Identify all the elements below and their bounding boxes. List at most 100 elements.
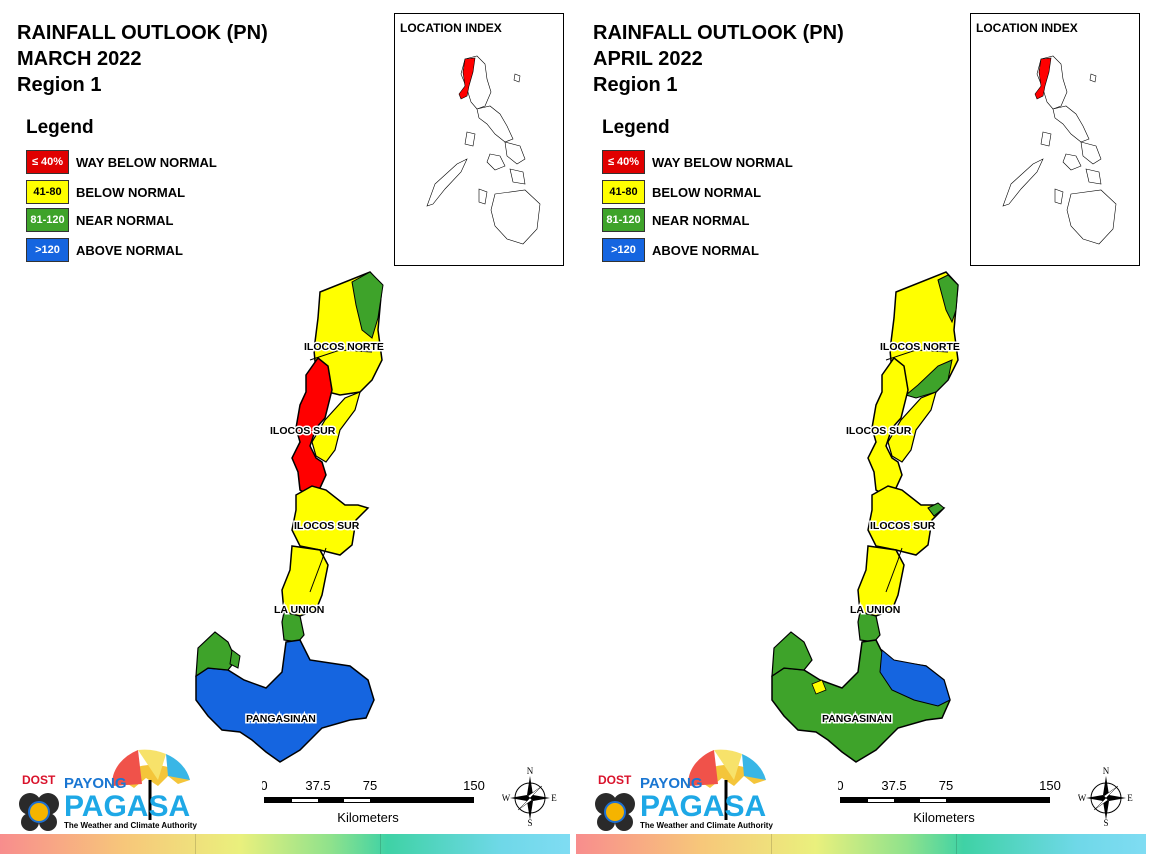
- legend-swatch: 41-80: [26, 180, 69, 204]
- inset-title: LOCATION INDEX: [976, 21, 1078, 35]
- legend-label: ABOVE NORMAL: [652, 243, 759, 258]
- ilocos-sur-south-region: [291, 485, 370, 556]
- compass-rose-icon: N S E W: [502, 766, 557, 828]
- title-line-1: RAINFALL OUTLOOK (PN): [593, 22, 844, 44]
- payong-pagasa-logo: DOST PAYONG PAGASA The Weather and Clima…: [595, 749, 773, 831]
- umbrella-panel-icon: [138, 749, 166, 780]
- legend-swatch: 81-120: [602, 208, 645, 232]
- province-label-ilocos-norte: ILOCOS NORTE: [880, 341, 960, 353]
- location-index-inset: LOCATION INDEX: [394, 13, 564, 266]
- hundred-islands-region: [229, 649, 241, 669]
- scale-bar: 0 37.5 75 150 Kilometers: [838, 778, 1061, 825]
- legend-title: Legend: [26, 117, 94, 138]
- la-union-north-region: [281, 545, 329, 617]
- province-label-la-union: LA UNION: [274, 604, 324, 616]
- title-line-3: Region 1: [593, 74, 678, 96]
- ilocos-sur-east-region: [887, 390, 937, 463]
- legend-label: BELOW NORMAL: [652, 185, 762, 200]
- ilocos-sur-east-region: [311, 390, 361, 463]
- logo-dost-text: DOST: [598, 773, 632, 787]
- province-label-ilocos-sur: ILOCOS SUR: [870, 520, 936, 532]
- footer-gradient-bar: [576, 834, 1146, 854]
- ne-strip-region: [937, 274, 959, 324]
- logo-tagline-text: The Weather and Climate Authority: [640, 821, 773, 830]
- compass-w: W: [502, 793, 511, 803]
- scale-tick-label: 150: [463, 778, 485, 793]
- legend-label: BELOW NORMAL: [76, 185, 186, 200]
- legend-label: NEAR NORMAL: [652, 213, 750, 228]
- province-label-pangasinan: PANGASINAN: [822, 713, 892, 725]
- footer-gradient-bar: [0, 834, 570, 854]
- title-line-2: APRIL 2022: [593, 48, 703, 70]
- legend-swatch: >120: [602, 238, 645, 262]
- legend-swatch: 81-120: [26, 208, 69, 232]
- scale-tick-label: 150: [1039, 778, 1061, 793]
- legend-label: WAY BELOW NORMAL: [652, 155, 793, 170]
- region1-rainfall-map: ILOCOS NORTE ILOCOS SUR ILOCOS SUR LA UN…: [771, 271, 961, 763]
- pangasinan-west-region: [195, 631, 237, 678]
- umbrella-panel-icon: [742, 754, 766, 780]
- scale-bar: 0 37.5 75 150 Kilometers: [262, 778, 485, 825]
- la-union-south-region: [857, 611, 881, 643]
- legend-title: Legend: [602, 117, 670, 138]
- ilocos-sur-south-region: [867, 485, 946, 556]
- umbrella-panel-icon: [111, 750, 142, 786]
- ne-strip-region: [351, 271, 384, 339]
- title-line-2: MARCH 2022: [17, 48, 142, 70]
- legend-label: WAY BELOW NORMAL: [76, 155, 217, 170]
- scale-tick-label: 37.5: [305, 778, 330, 793]
- compass-e: E: [1127, 793, 1133, 803]
- logo-pagasa-text: PAGASA: [64, 790, 190, 823]
- pangasinan-east-blob-region: [879, 649, 951, 707]
- compass-n: N: [1103, 766, 1110, 776]
- scale-unit: Kilometers: [913, 810, 975, 825]
- province-label-ilocos-sur: ILOCOS SUR: [846, 425, 912, 437]
- legend-label: NEAR NORMAL: [76, 213, 174, 228]
- ilocos-sur-east-tip-region: [927, 502, 945, 517]
- scale-tick-label: 0: [838, 778, 844, 793]
- pangasinan-yellow-dot-region: [811, 679, 827, 695]
- umbrella-panel-icon: [714, 749, 742, 780]
- region1-rainfall-map: ILOCOS NORTE ILOCOS SUR ILOCOS SUR LA UN…: [195, 271, 385, 763]
- compass-s: S: [527, 818, 532, 828]
- pangasinan-west-region: [771, 631, 813, 678]
- logo-dost-text: DOST: [22, 773, 56, 787]
- scale-tick-label: 75: [939, 778, 953, 793]
- boundary-line: [885, 547, 903, 593]
- boundary-line: [309, 349, 373, 361]
- umbrella-panel-icon: [687, 750, 718, 786]
- scale-tick-label: 0: [262, 778, 268, 793]
- scale-tick-label: 75: [363, 778, 377, 793]
- la-union-north-region: [857, 545, 905, 617]
- boundary-line: [885, 349, 949, 361]
- philippines-inset-map: [426, 55, 541, 245]
- payong-pagasa-logo: DOST PAYONG PAGASA The Weather and Clima…: [19, 749, 197, 831]
- ilocos-norte-se-region: [904, 359, 953, 399]
- inset-title: LOCATION INDEX: [400, 21, 502, 35]
- philippines-inset-map: [1002, 55, 1117, 245]
- province-label-ilocos-sur: ILOCOS SUR: [270, 425, 336, 437]
- coast-band-region: [291, 356, 333, 497]
- coast-band-region: [867, 356, 909, 497]
- outlook-panel-april: RAINFALL OUTLOOK (PN) APRIL 2022 Region …: [576, 0, 1152, 864]
- logo-payong-text: PAYONG: [640, 775, 703, 792]
- compass-w: W: [1078, 793, 1087, 803]
- la-union-south-region: [281, 611, 305, 643]
- panel-title: RAINFALL OUTLOOK (PN) MARCH 2022 Region …: [17, 20, 268, 98]
- legend-swatch: ≤ 40%: [602, 150, 645, 174]
- logo-tagline-text: The Weather and Climate Authority: [64, 821, 197, 830]
- compass-n: N: [527, 766, 534, 776]
- province-label-la-union: LA UNION: [850, 604, 900, 616]
- legend-swatch: ≤ 40%: [26, 150, 69, 174]
- scale-tick-label: 37.5: [881, 778, 906, 793]
- scale-unit: Kilometers: [337, 810, 399, 825]
- province-label-ilocos-norte: ILOCOS NORTE: [304, 341, 384, 353]
- province-label-pangasinan: PANGASINAN: [246, 713, 316, 725]
- logo-payong-text: PAYONG: [64, 775, 127, 792]
- panel-title: RAINFALL OUTLOOK (PN) APRIL 2022 Region …: [593, 20, 844, 98]
- legend-swatch: >120: [26, 238, 69, 262]
- title-line-1: RAINFALL OUTLOOK (PN): [17, 22, 268, 44]
- province-label-ilocos-sur: ILOCOS SUR: [294, 520, 360, 532]
- compass-rose-icon: N S E W: [1078, 766, 1133, 828]
- location-index-inset: LOCATION INDEX: [970, 13, 1140, 266]
